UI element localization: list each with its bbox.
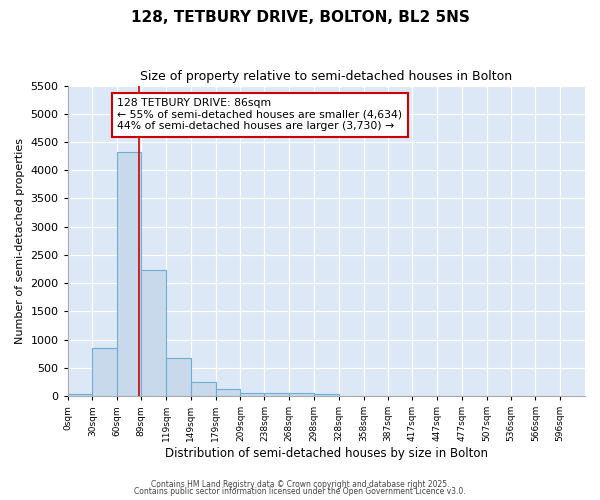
Bar xyxy=(141,270,166,396)
Text: Contains public sector information licensed under the Open Government Licence v3: Contains public sector information licen… xyxy=(134,487,466,496)
Text: 128, TETBURY DRIVE, BOLTON, BL2 5NS: 128, TETBURY DRIVE, BOLTON, BL2 5NS xyxy=(131,10,469,25)
Bar xyxy=(314,394,339,396)
Bar xyxy=(68,394,92,396)
Bar xyxy=(117,152,141,396)
Bar xyxy=(265,393,289,396)
Bar xyxy=(289,393,314,396)
Title: Size of property relative to semi-detached houses in Bolton: Size of property relative to semi-detach… xyxy=(140,70,512,83)
Bar xyxy=(241,392,265,396)
Bar xyxy=(166,358,191,396)
Y-axis label: Number of semi-detached properties: Number of semi-detached properties xyxy=(15,138,25,344)
Bar xyxy=(191,382,215,396)
Text: Contains HM Land Registry data © Crown copyright and database right 2025.: Contains HM Land Registry data © Crown c… xyxy=(151,480,449,489)
Text: 128 TETBURY DRIVE: 86sqm
← 55% of semi-detached houses are smaller (4,634)
44% o: 128 TETBURY DRIVE: 86sqm ← 55% of semi-d… xyxy=(117,98,403,131)
Bar xyxy=(92,348,117,396)
X-axis label: Distribution of semi-detached houses by size in Bolton: Distribution of semi-detached houses by … xyxy=(165,447,488,460)
Bar xyxy=(215,390,241,396)
